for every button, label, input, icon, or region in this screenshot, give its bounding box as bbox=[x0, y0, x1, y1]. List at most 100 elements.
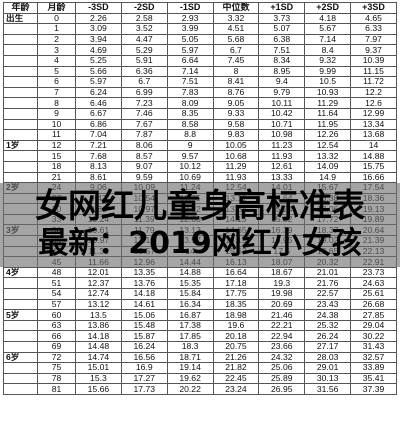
column-header: -3SD bbox=[75, 2, 122, 14]
value-cell: 8.76 bbox=[212, 86, 260, 99]
table-row: 8 6.46 7.23 8.09 9.05 10.11 11.29 12.6 bbox=[3, 97, 397, 109]
value-cell: 29.04 bbox=[350, 319, 397, 332]
table-row: 4 5.25 5.91 6.64 7.45 8.34 9.32 10.39 bbox=[3, 54, 397, 67]
value-cell: 6.38 bbox=[258, 33, 306, 46]
value-cell: 18.3 bbox=[166, 341, 214, 353]
value-cell: 3.94 bbox=[75, 33, 122, 46]
column-header: +3SD bbox=[350, 2, 397, 14]
value-cell: 13.34 bbox=[350, 118, 397, 131]
value-cell: 9.05 bbox=[212, 97, 260, 109]
value-cell: 4.51 bbox=[212, 23, 260, 35]
value-cell: 10.05 bbox=[212, 139, 260, 152]
value-cell: 31.56 bbox=[304, 383, 352, 395]
value-cell: 14.18 bbox=[120, 288, 168, 300]
month-cell: 75 bbox=[37, 362, 76, 374]
value-cell: 28.03 bbox=[304, 351, 352, 364]
month-cell: 8 bbox=[37, 97, 76, 109]
value-cell: 23.43 bbox=[304, 298, 352, 311]
value-cell: 5.67 bbox=[304, 23, 352, 35]
age-cell bbox=[3, 76, 38, 88]
value-cell: 16.56 bbox=[120, 351, 168, 364]
value-cell: 9.33 bbox=[212, 107, 260, 120]
value-cell: 10.71 bbox=[258, 118, 306, 131]
value-cell: 4.18 bbox=[304, 12, 352, 25]
value-cell: 19.62 bbox=[166, 372, 214, 385]
age-cell bbox=[3, 65, 38, 78]
value-cell: 6.36 bbox=[120, 65, 168, 78]
value-cell: 17.85 bbox=[166, 330, 214, 342]
table-row: 15 7.68 8.57 9.57 10.68 11.93 13.32 14.88 bbox=[3, 150, 397, 162]
value-cell: 5.97 bbox=[75, 76, 122, 88]
value-cell: 9.57 bbox=[166, 150, 214, 162]
value-cell: 4.47 bbox=[120, 33, 168, 46]
value-cell: 8.4 bbox=[304, 44, 352, 56]
value-cell: 7.83 bbox=[166, 86, 214, 99]
month-cell: 21 bbox=[37, 171, 76, 184]
value-cell: 6.46 bbox=[75, 97, 122, 109]
value-cell: 26.95 bbox=[258, 383, 306, 395]
value-cell: 6.86 bbox=[75, 118, 122, 131]
value-cell: 14.9 bbox=[304, 171, 352, 184]
value-cell: 5.68 bbox=[212, 33, 260, 46]
value-cell: 12.2 bbox=[350, 86, 397, 99]
value-cell: 25.06 bbox=[258, 362, 306, 374]
value-cell: 30.13 bbox=[304, 372, 352, 385]
table-row: 18 8.13 9.07 10.12 11.29 12.61 14.09 15.75 bbox=[3, 160, 397, 173]
value-cell: 12.61 bbox=[258, 160, 306, 173]
month-cell: 60 bbox=[37, 309, 76, 321]
value-cell: 10.98 bbox=[258, 129, 306, 141]
value-cell: 6.64 bbox=[166, 54, 214, 67]
value-cell: 14.88 bbox=[166, 266, 214, 279]
month-cell: 5 bbox=[37, 65, 76, 78]
value-cell: 15.84 bbox=[166, 288, 214, 300]
value-cell: 5.07 bbox=[258, 23, 306, 35]
value-cell: 19.6 bbox=[212, 319, 260, 332]
value-cell: 13.32 bbox=[304, 150, 352, 162]
value-cell: 7.45 bbox=[212, 54, 260, 67]
value-cell: 22.21 bbox=[258, 319, 306, 332]
column-header: 月龄 bbox=[37, 2, 76, 14]
value-cell: 6.67 bbox=[75, 107, 122, 120]
age-cell bbox=[3, 383, 38, 395]
value-cell: 6.24 bbox=[75, 86, 122, 99]
column-header: -2SD bbox=[120, 2, 168, 14]
value-cell: 9.59 bbox=[120, 171, 168, 184]
value-cell: 10.68 bbox=[212, 150, 260, 162]
value-cell: 6.7 bbox=[120, 76, 168, 88]
month-cell: 7 bbox=[37, 86, 76, 99]
value-cell: 35.41 bbox=[350, 372, 397, 385]
value-cell: 27.85 bbox=[350, 309, 397, 321]
table-row: 81 15.66 17.73 20.22 23.24 26.95 31.56 37.39 bbox=[3, 383, 397, 395]
value-cell: 7.46 bbox=[120, 107, 168, 120]
table-row: 1岁 12 7.21 8.06 9 10.05 11.23 12.54 14 bbox=[3, 139, 397, 152]
table-row: 54 12.74 14.18 15.84 17.75 19.98 22.57 25.61 bbox=[3, 288, 397, 300]
value-cell: 10.12 bbox=[166, 160, 214, 173]
value-cell: 8.06 bbox=[120, 139, 168, 152]
value-cell: 15.48 bbox=[120, 319, 168, 332]
value-cell: 17.27 bbox=[120, 372, 168, 385]
month-cell: 11 bbox=[37, 129, 76, 141]
value-cell: 9.37 bbox=[350, 44, 397, 56]
value-cell: 23.66 bbox=[258, 341, 306, 353]
value-cell: 26.68 bbox=[350, 298, 397, 311]
value-cell: 20.18 bbox=[212, 330, 260, 342]
value-cell: 2.58 bbox=[120, 12, 168, 25]
age-cell bbox=[3, 150, 38, 162]
month-cell: 66 bbox=[37, 330, 76, 342]
table-row: 69 14.48 16.24 18.3 20.75 23.66 27.17 31.43 bbox=[3, 341, 397, 353]
value-cell: 20.69 bbox=[258, 298, 306, 311]
banner-title-line-2: 最新：2019网红小女孩 bbox=[38, 226, 362, 261]
table-row: 11 7.04 7.87 8.8 9.83 10.98 12.26 13.68 bbox=[3, 129, 397, 141]
value-cell: 12.99 bbox=[350, 107, 397, 120]
age-cell bbox=[3, 341, 38, 353]
table-row: 5岁 60 13.5 15.06 16.87 18.98 21.46 24.38 27.85 bbox=[3, 309, 397, 321]
value-cell: 25.32 bbox=[304, 319, 352, 332]
age-cell bbox=[3, 86, 38, 99]
value-cell: 29.01 bbox=[304, 362, 352, 374]
age-cell bbox=[3, 277, 38, 290]
value-cell: 7.04 bbox=[75, 129, 122, 141]
value-cell: 14.61 bbox=[120, 298, 168, 311]
value-cell: 22.94 bbox=[258, 330, 306, 342]
value-cell: 23.24 bbox=[212, 383, 260, 395]
value-cell: 12.6 bbox=[350, 97, 397, 109]
